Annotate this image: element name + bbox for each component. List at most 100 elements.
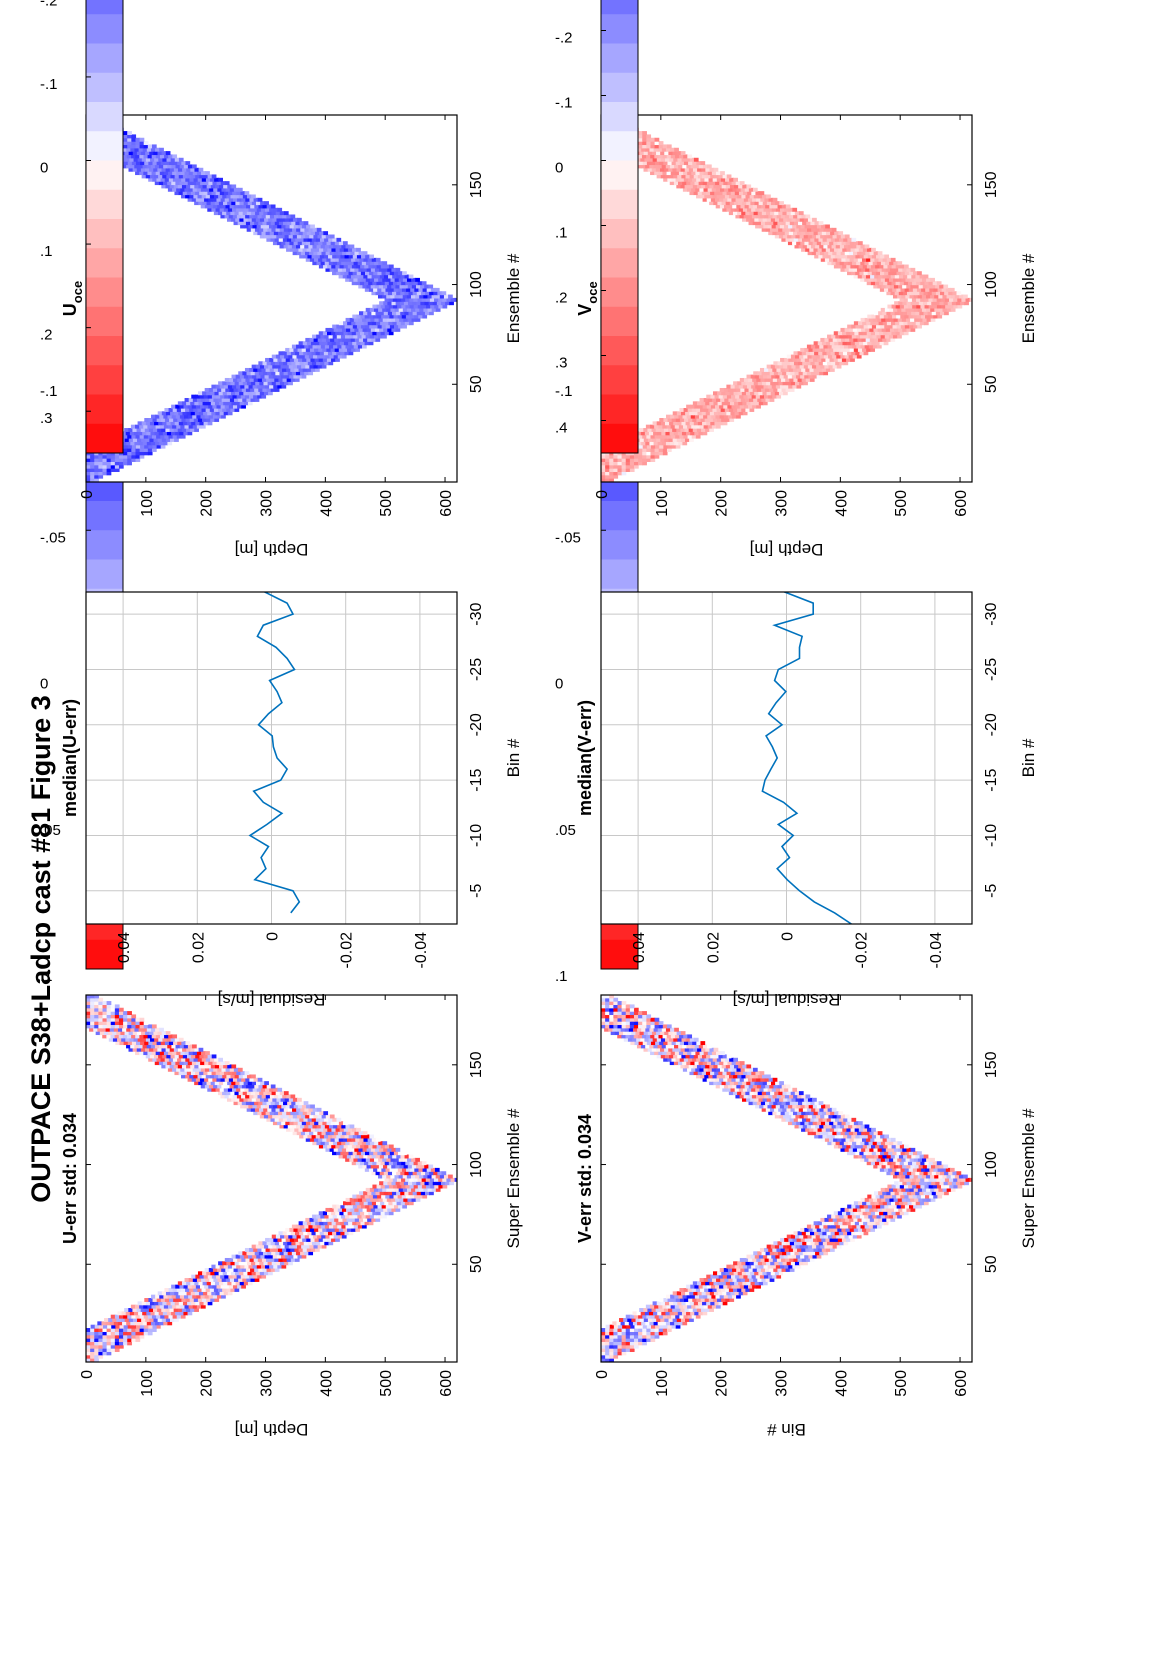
colorbar-swatch — [86, 247, 123, 278]
heatmap-cell — [352, 314, 358, 319]
heatmap-cell — [170, 411, 175, 416]
heatmap-cell — [414, 314, 419, 319]
heatmap-cell — [609, 1328, 614, 1332]
heatmap-cell — [438, 297, 443, 302]
heatmap-cell — [258, 1241, 264, 1246]
heatmap-cell — [766, 1244, 772, 1249]
heatmap-cell — [416, 1191, 422, 1196]
heatmap-cell — [864, 1157, 870, 1162]
heatmap-cell — [813, 1247, 819, 1252]
heatmap-cell — [185, 408, 190, 412]
heatmap-cell — [357, 277, 363, 282]
heatmap-cell — [93, 1027, 98, 1032]
heatmap-cell — [238, 1261, 244, 1266]
heatmap-cell — [621, 1331, 627, 1336]
heatmap-cell — [912, 1194, 918, 1199]
heatmap-cell — [408, 291, 414, 296]
heatmap-cell — [175, 431, 180, 436]
heatmap-cell — [259, 217, 265, 222]
heatmap-cell — [195, 404, 201, 409]
heatmap-cell — [400, 1171, 405, 1176]
heatmap-cell — [381, 1167, 387, 1172]
heatmap-cell — [424, 301, 430, 306]
heatmap-cell — [213, 1091, 219, 1096]
heatmap-cell — [429, 1191, 434, 1196]
heatmap-cell — [746, 1254, 752, 1259]
heatmap-cell — [871, 1204, 877, 1209]
heatmap-cell — [188, 397, 194, 402]
heatmap-cell — [396, 1201, 402, 1206]
heatmap-cell — [183, 404, 189, 409]
heatmap-cell — [217, 1084, 222, 1089]
heatmap-cell — [336, 324, 342, 329]
heatmap-cell — [135, 144, 141, 149]
heatmap-cell — [94, 474, 99, 479]
heatmap-cell — [240, 1087, 245, 1092]
heatmap-cell — [254, 397, 260, 402]
heatmap-cell — [221, 204, 227, 209]
heatmap-cell — [397, 304, 402, 309]
heatmap-cell — [326, 1211, 332, 1216]
heatmap-cell — [880, 1134, 885, 1139]
heatmap-cell — [181, 194, 186, 199]
heatmap-cell — [94, 1017, 99, 1022]
heatmap-cell — [249, 1257, 255, 1262]
heatmap-cell — [99, 1031, 105, 1036]
heatmap-cell — [287, 244, 293, 249]
heatmap-cell — [114, 1334, 120, 1339]
heatmap-cell — [853, 1227, 859, 1232]
heatmap-cell — [139, 448, 145, 452]
heatmap-cell — [412, 291, 418, 296]
heatmap-cell — [263, 1261, 269, 1266]
heatmap-cell — [747, 1274, 753, 1279]
heatmap-cell — [375, 311, 381, 316]
heatmap-cell — [343, 341, 349, 346]
colorbar: .3.2.10-.1-.2-.3 — [40, 0, 124, 454]
heatmap-cell — [275, 354, 281, 359]
heatmap-cell — [170, 421, 176, 426]
heatmap-cell — [646, 1314, 652, 1319]
heatmap-cell — [663, 1308, 669, 1312]
heatmap-cell — [98, 474, 104, 479]
heatmap-cell — [170, 157, 176, 162]
heatmap-cell — [166, 421, 172, 426]
heatmap-cell — [376, 281, 382, 286]
heatmap-cell — [195, 191, 200, 196]
heatmap-cell — [94, 997, 99, 1002]
heatmap-cell — [199, 1301, 205, 1306]
heatmap-cell — [940, 1171, 945, 1176]
heatmap-cell — [674, 1321, 679, 1326]
heatmap-cell — [416, 301, 421, 306]
heatmap-cell — [128, 1031, 134, 1036]
heatmap-cell — [280, 1114, 286, 1119]
heatmap-cell — [165, 438, 171, 442]
heatmap-cell — [744, 1277, 750, 1282]
heatmap-cell — [360, 314, 366, 319]
heatmap-cell — [755, 1264, 760, 1269]
heatmap-cell — [150, 157, 155, 162]
heatmap-cell — [685, 1318, 690, 1322]
heatmap-cell — [430, 304, 435, 309]
heatmap-cell — [813, 1127, 819, 1132]
heatmap-cell — [167, 414, 173, 419]
heatmap-cell — [391, 1207, 397, 1212]
heatmap-cell — [865, 1147, 870, 1152]
heatmap-cell — [666, 1294, 671, 1299]
heatmap-cell — [149, 1301, 155, 1306]
heatmap-cell — [140, 161, 145, 166]
heatmap-cell — [186, 174, 192, 179]
heatmap-cell — [121, 1037, 126, 1042]
heatmap-cell — [372, 1161, 378, 1166]
heatmap-cell — [214, 401, 220, 406]
heatmap-cell — [652, 1301, 658, 1306]
heatmap-cell — [381, 287, 387, 292]
heatmap-cell — [372, 264, 378, 269]
heatmap-cell — [188, 171, 194, 176]
heatmap-cell — [325, 1114, 331, 1119]
heatmap-cell — [370, 284, 376, 289]
heatmap-cell — [617, 1331, 623, 1336]
heatmap-cell — [339, 1144, 345, 1149]
heatmap-cell — [335, 1144, 341, 1149]
heatmap-cell — [155, 424, 161, 429]
heatmap-cell — [135, 434, 141, 439]
